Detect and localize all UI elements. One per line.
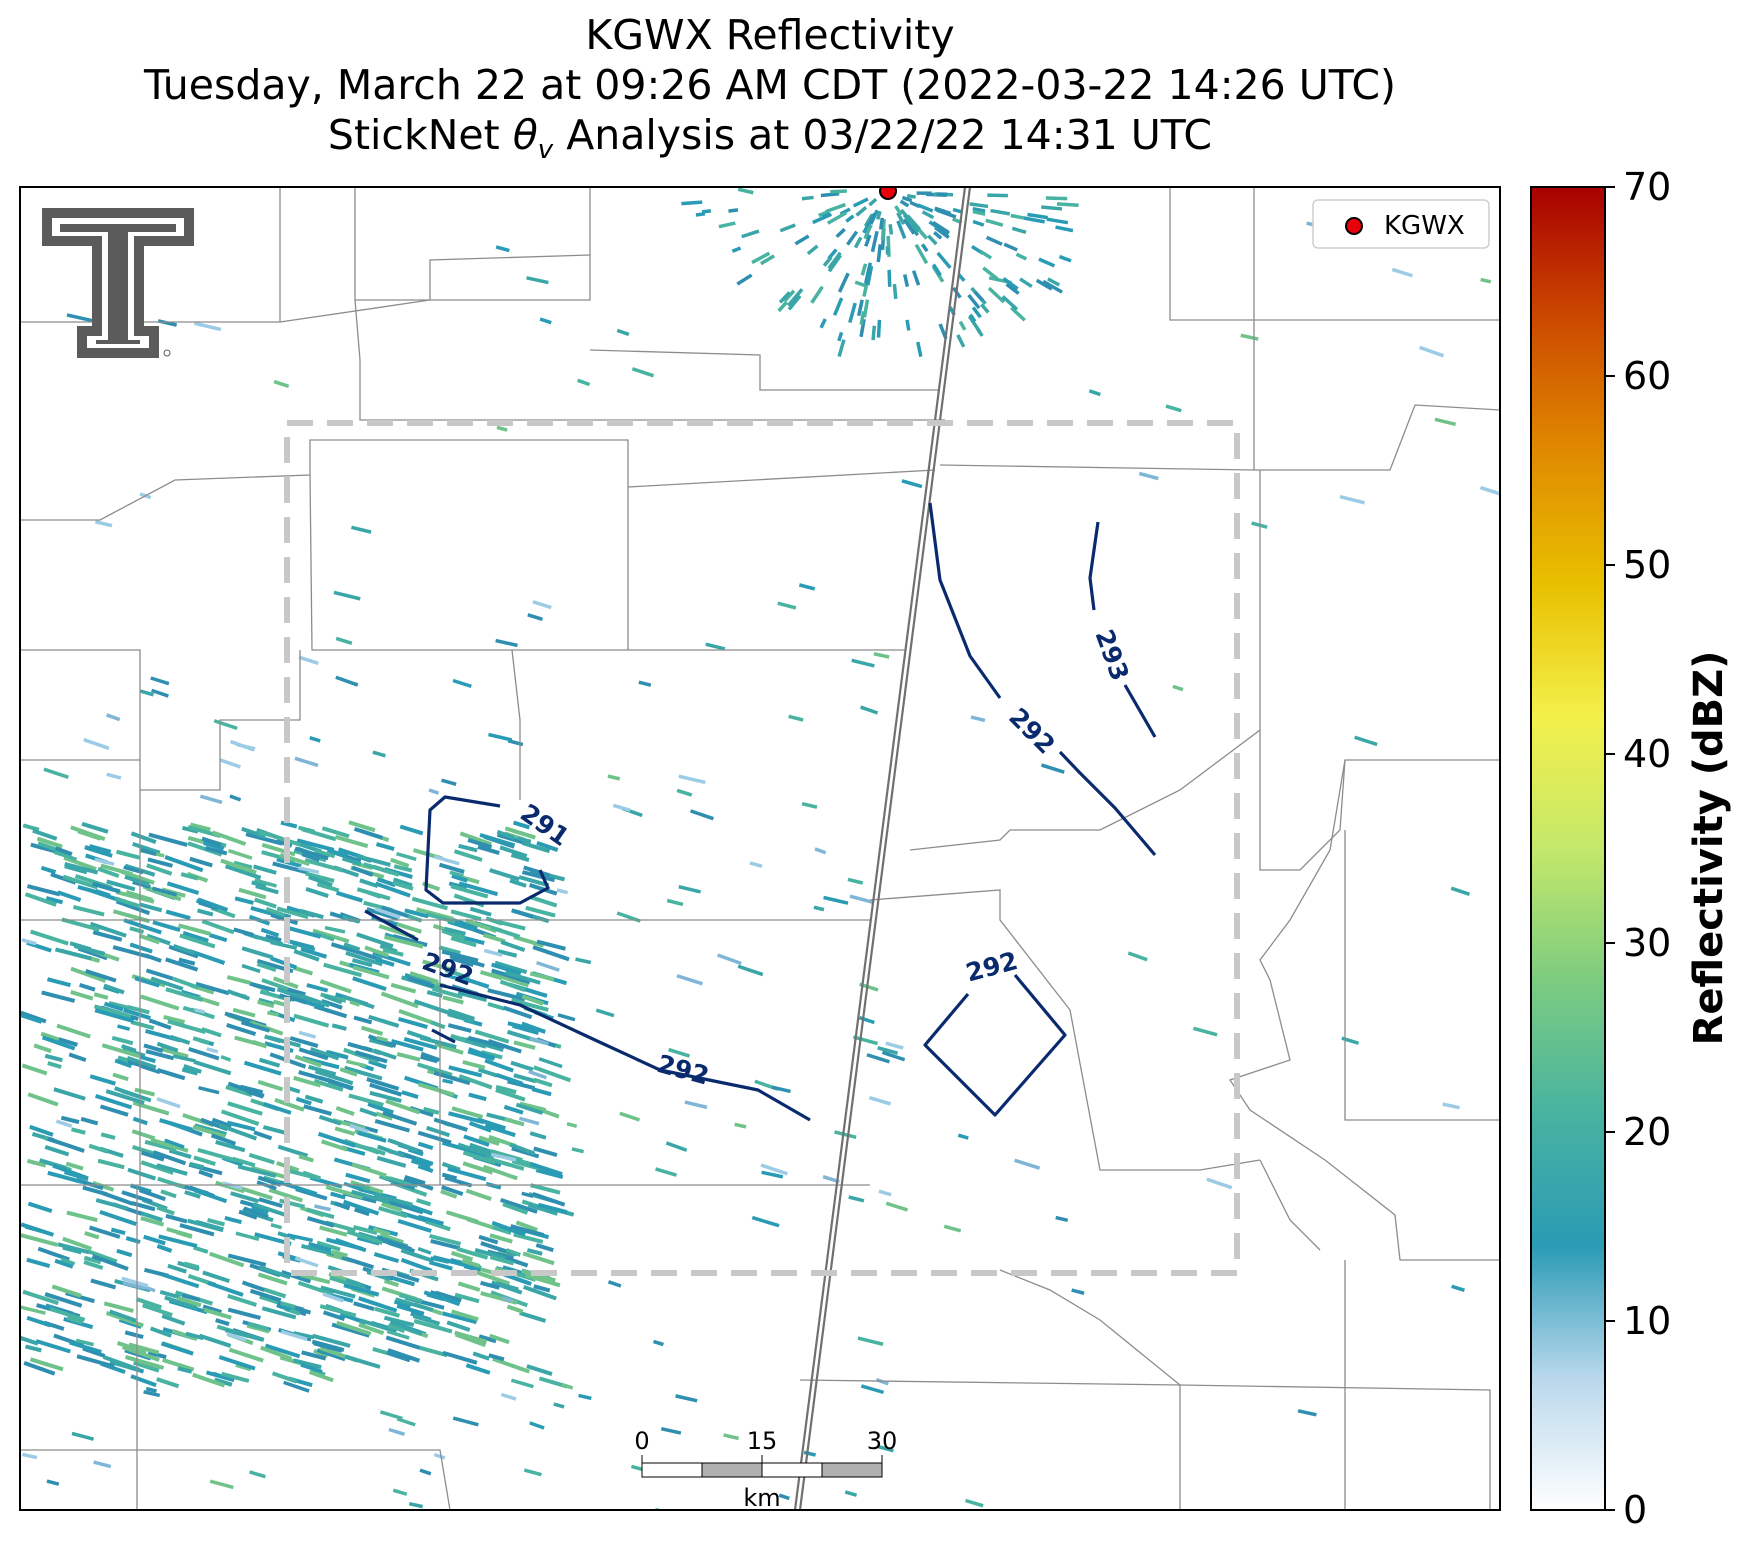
map-area: 291 292 292 292 292 293 [20, 187, 1500, 1510]
scale-tick-30: 30 [867, 1427, 898, 1455]
contour-293-line [1088, 521, 1157, 738]
colorbar-label: Reflectivity (dBZ) [1686, 651, 1732, 1046]
analysis-domain-box [284, 420, 1240, 1276]
colorbar-tick-label: 40 [1623, 732, 1671, 776]
map-frame [19, 186, 1501, 1511]
colorbar-tick-label: 30 [1623, 921, 1671, 965]
scale-tick-15: 15 [747, 1427, 778, 1455]
contour-291-line [424, 795, 550, 905]
title-radar: KGWX Reflectivity [585, 11, 955, 59]
contour-292-west-stub [431, 1028, 456, 1044]
theta-v-contours [364, 502, 1157, 1122]
contour-292-east-line [928, 502, 1157, 857]
title-analysis: StickNet θv Analysis at 03/22/22 14:31 U… [327, 111, 1213, 166]
scale-unit: km [743, 1484, 780, 1512]
colorbar: 0 10 20 30 40 50 60 70 Reflectivity (dBZ) [1530, 165, 1732, 1532]
legend-label: KGWX [1384, 211, 1465, 241]
colorbar-tick-label: 70 [1623, 165, 1671, 209]
colorbar-gradient [1530, 186, 1606, 1511]
scale-tick-0: 0 [634, 1427, 649, 1455]
highway [793, 187, 972, 1510]
kgwx-radar-marker [879, 187, 897, 200]
reflectivity-echoes [20, 187, 1500, 1510]
double-t-logo [42, 208, 194, 358]
title-datetime: Tuesday, March 22 at 09:26 AM CDT (2022-… [143, 61, 1396, 109]
contour-292-west-line [364, 909, 811, 1122]
colorbar-tick-label: 20 [1623, 1110, 1671, 1154]
title-block: KGWX Reflectivity Tuesday, March 22 at 0… [0, 10, 1540, 175]
colorbar-tick-label: 60 [1623, 354, 1671, 398]
legend-marker-icon [1345, 217, 1363, 235]
colorbar-tick-label: 10 [1623, 1299, 1671, 1343]
colorbar-tick-label: 0 [1623, 1488, 1647, 1532]
scale-bar: 0 15 30 km [634, 1427, 897, 1512]
colorbar-tick-label: 50 [1623, 543, 1671, 587]
contour-292-diamond-line [923, 973, 1067, 1117]
legend: KGWX [1312, 199, 1490, 249]
